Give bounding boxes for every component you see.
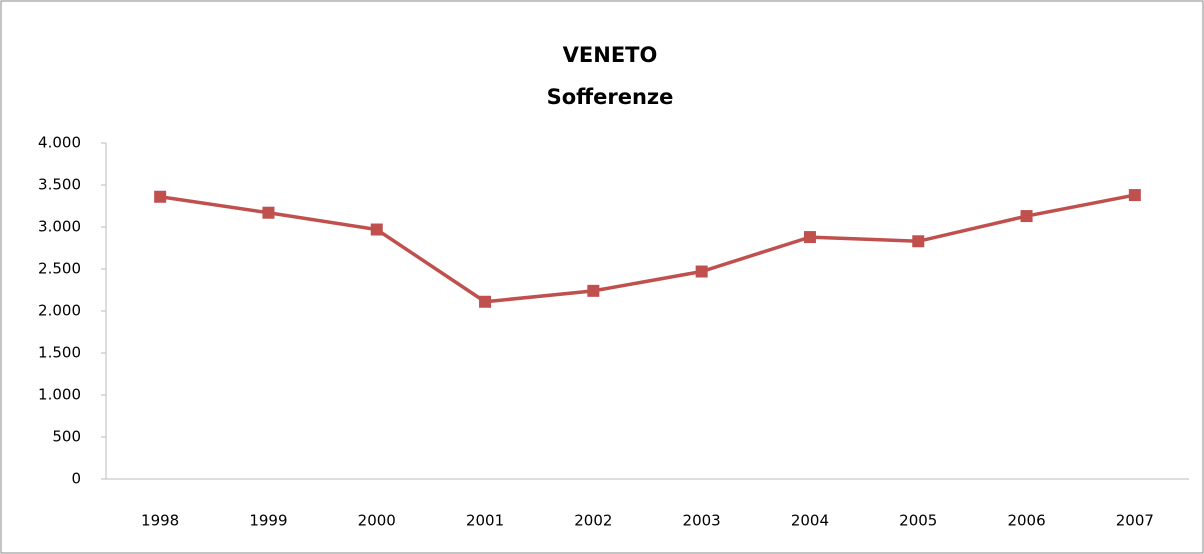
marker xyxy=(1020,210,1033,223)
y-tick-label: 3.500 xyxy=(38,176,81,194)
marker xyxy=(912,235,925,248)
marker xyxy=(479,295,492,308)
x-tick-label: 2006 xyxy=(1007,512,1045,530)
y-tick-label: 0 xyxy=(71,470,81,488)
marker xyxy=(154,190,167,203)
y-tick-label: 2.000 xyxy=(38,302,81,320)
y-tick-label: 4.000 xyxy=(38,134,81,152)
y-tick-label: 1.000 xyxy=(38,386,81,404)
chart-title: VENETO xyxy=(563,43,658,67)
x-tick-label: 2004 xyxy=(791,512,829,530)
x-tick-label: 2003 xyxy=(683,512,721,530)
x-tick-label: 1999 xyxy=(249,512,287,530)
marker xyxy=(803,231,816,244)
y-tick-label: 500 xyxy=(52,428,81,446)
y-tick-label: 1.500 xyxy=(38,344,81,362)
x-tick-label: 2002 xyxy=(574,512,612,530)
marker xyxy=(695,265,708,278)
y-tick-label: 3.000 xyxy=(38,218,81,236)
marker xyxy=(1128,189,1141,202)
y-tick-label: 2.500 xyxy=(38,260,81,278)
marker xyxy=(587,284,600,297)
chart-subtitle: Sofferenze xyxy=(547,85,674,109)
x-tick-label: 2000 xyxy=(358,512,396,530)
line xyxy=(159,193,1136,304)
x-tick-label: 2005 xyxy=(899,512,937,530)
marker xyxy=(262,206,275,219)
x-tick-label: 1998 xyxy=(141,512,179,530)
marker xyxy=(370,223,383,236)
x-tick-label: 2001 xyxy=(466,512,504,530)
x-tick-label: 2007 xyxy=(1116,512,1154,530)
